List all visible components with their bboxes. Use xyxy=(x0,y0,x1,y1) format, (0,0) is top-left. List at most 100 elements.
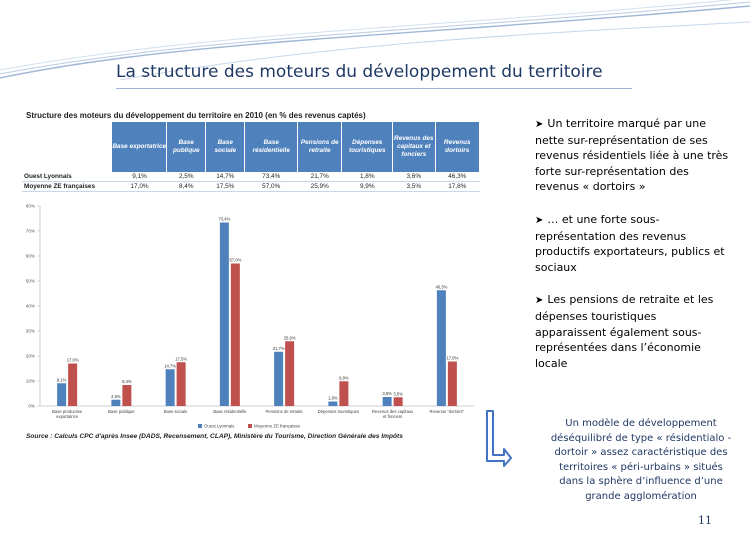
bullet-list: ➤ Un territoire marqué par une nette sur-… xyxy=(535,116,730,388)
table-row: Ouest Lyonnais 9,1% 2,5% 14,7% 73,4% 21,… xyxy=(22,172,480,182)
bar-moyenne-ze xyxy=(339,381,349,406)
x-category-label: Base sociale xyxy=(164,409,188,414)
bar-moyenne-ze xyxy=(230,263,240,406)
bar-ouest-lyonnais xyxy=(382,397,392,406)
figure-panel: Structure des moteurs du développement d… xyxy=(18,108,480,444)
arrow-bullet-icon: ➤ xyxy=(535,119,544,130)
bullet-text: Les pensions de retraite et les dépenses… xyxy=(535,293,714,370)
y-tick-label: 40% xyxy=(26,304,35,309)
y-tick-label: 0% xyxy=(28,404,35,409)
table-row-label: Moyenne ZE françaises xyxy=(22,181,113,192)
bar-ouest-lyonnais xyxy=(57,383,67,406)
arrow-bullet-icon: ➤ xyxy=(535,295,544,307)
x-category-label: Pensions de retraite xyxy=(266,409,304,414)
x-category-label: Dépenses touristiques xyxy=(318,409,359,414)
table-cell: 1,8% xyxy=(341,172,393,182)
bar-moyenne-ze xyxy=(447,361,457,406)
x-category-label: Revenus des capitaux et fonciers xyxy=(372,409,414,419)
slide-title: La structure des moteurs du développemen… xyxy=(116,62,603,82)
bar-data-label: 9,1% xyxy=(57,377,67,382)
bullet-point: ➤… et une forte sous-représentation des … xyxy=(535,212,730,275)
bar-data-label: 21,7% xyxy=(273,346,285,351)
title-divider xyxy=(116,88,632,89)
y-tick-label: 50% xyxy=(26,279,35,284)
bar-moyenne-ze xyxy=(176,362,186,406)
data-table: Base exportatrice Base publique Base soc… xyxy=(22,122,480,192)
y-tick-label: 20% xyxy=(26,354,35,359)
table-cell: 57,0% xyxy=(244,181,298,192)
table-cell: 25,9% xyxy=(297,181,342,192)
bar-data-label: 46,3% xyxy=(435,284,447,289)
bar-data-label: 17,5% xyxy=(175,356,187,361)
bullet-point: ➤ Les pensions de retraite et les dépense… xyxy=(535,292,730,371)
bar-data-label: 3,6% xyxy=(382,391,392,396)
legend-label: Ouest Lyonnais xyxy=(204,424,235,429)
table-cell: 46,3% xyxy=(435,172,480,182)
table-column-header: Dépenses touristiques xyxy=(341,122,394,172)
y-tick-label: 70% xyxy=(26,229,35,234)
table-row-label: Ouest Lyonnais xyxy=(22,172,113,182)
table-column-header: Revenus des capitaux et fonciers xyxy=(392,122,436,172)
table-cell: 8,4% xyxy=(166,181,206,192)
table-cell: 3,5% xyxy=(392,181,435,192)
table-cell: 9,1% xyxy=(112,172,167,182)
table-cell: 17,0% xyxy=(112,181,167,192)
bent-arrow-icon xyxy=(486,410,512,467)
bullet-text: … et une forte sous-représentation des r… xyxy=(535,212,725,274)
x-category-label: Revenus "dortoirs" xyxy=(430,409,465,414)
table-column-header: Revenus dortoirs xyxy=(435,122,480,172)
table-column-header: Base résidentielle xyxy=(244,122,298,172)
bar-ouest-lyonnais xyxy=(274,351,284,406)
bar-data-label: 57,0% xyxy=(229,258,241,263)
bar-data-label: 73,4% xyxy=(218,217,230,222)
table-row: Moyenne ZE françaises 17,0% 8,4% 17,5% 5… xyxy=(22,181,480,192)
bar-ouest-lyonnais xyxy=(219,222,229,406)
x-category-label: Base publique xyxy=(108,409,135,414)
bar-moyenne-ze xyxy=(285,341,295,406)
bar-data-label: 2,5% xyxy=(111,394,121,399)
bar-data-label: 14,7% xyxy=(164,363,176,368)
bar-moyenne-ze xyxy=(393,397,403,406)
bar-data-label: 17,0% xyxy=(67,358,79,363)
page-number: 11 xyxy=(698,514,712,527)
legend-swatch xyxy=(248,424,252,428)
bar-data-label: 17,8% xyxy=(446,356,458,361)
legend-label: Moyenne ZE françaises xyxy=(254,424,301,429)
x-category-label: Base productive exportatrice xyxy=(52,409,83,419)
figure-source: Source : Calculs CPC d'après Insee (DADS… xyxy=(26,433,403,440)
figure-title: Structure des moteurs du développement d… xyxy=(26,111,366,120)
table-column-header: Base sociale xyxy=(205,122,246,172)
y-tick-label: 10% xyxy=(26,379,35,384)
bullet-point: ➤ Un territoire marqué par une nette sur-… xyxy=(535,116,730,195)
table-cell: 17,5% xyxy=(205,181,245,192)
legend-swatch xyxy=(198,424,202,428)
table-cell: 21,7% xyxy=(297,172,342,182)
table-column-header: Pensions de retraite xyxy=(297,122,343,172)
table-cell: 2,5% xyxy=(166,172,206,182)
bar-moyenne-ze xyxy=(68,363,78,406)
bar-data-label: 8,4% xyxy=(122,379,132,384)
bar-ouest-lyonnais xyxy=(165,369,175,406)
bar-data-label: 25,9% xyxy=(284,335,296,340)
bar-ouest-lyonnais xyxy=(111,399,121,406)
table-column-header: Base publique xyxy=(166,122,207,172)
table-corner-cell xyxy=(22,122,113,172)
table-cell: 9,9% xyxy=(341,181,393,192)
table-header-row: Base exportatrice Base publique Base soc… xyxy=(22,122,480,172)
table-cell: 14,7% xyxy=(205,172,245,182)
arrow-bullet-icon: ➤ xyxy=(535,214,544,226)
bar-data-label: 9,9% xyxy=(339,375,349,380)
table-column-header: Base exportatrice xyxy=(112,122,168,172)
bar-ouest-lyonnais xyxy=(328,401,338,406)
y-tick-label: 30% xyxy=(26,329,35,334)
bar-chart: 0% 10% 20% 30% 40% 50% 60% 70% 80% 9,1% 17,0% Base … xyxy=(26,204,474,429)
x-category-label: Base résidentielle xyxy=(213,409,247,414)
header-swoosh-decoration xyxy=(0,0,750,80)
table-cell: 17,8% xyxy=(435,181,480,192)
model-conclusion-text: Un modèle de développement déséquilibré … xyxy=(550,418,732,502)
bar-ouest-lyonnais xyxy=(436,290,446,406)
bar-data-label: 3,5% xyxy=(393,391,403,396)
table-cell: 73,4% xyxy=(244,172,298,182)
y-tick-label: 60% xyxy=(26,254,35,259)
table-cell: 3,6% xyxy=(392,172,435,182)
